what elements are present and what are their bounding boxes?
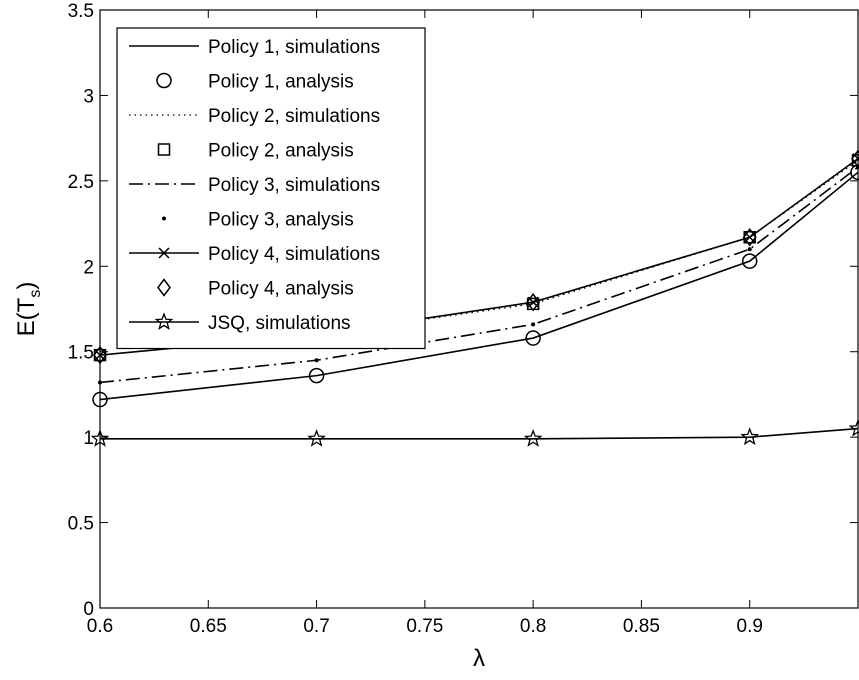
legend-label: Policy 4, simulations (208, 244, 380, 265)
y-tick-label: 1 (83, 428, 94, 449)
x-tick-label: 0.8 (520, 616, 546, 637)
x-tick-label: 0.7 (303, 616, 329, 637)
data-point (315, 358, 319, 362)
y-axis-label-close: ) (13, 282, 40, 290)
y-tick-label: 0.5 (68, 514, 94, 535)
y-tick-label: 2.5 (68, 172, 94, 193)
y-axis-label-subscript: s (27, 290, 44, 298)
x-tick-label: 0.75 (406, 616, 443, 637)
legend-label: Policy 2, simulations (208, 106, 380, 127)
data-point (748, 247, 752, 251)
legend-label: Policy 1, simulations (208, 37, 380, 58)
legend-label: Policy 4, analysis (208, 279, 354, 300)
y-tick-label: 2 (83, 257, 94, 278)
legend-label: Policy 3, simulations (208, 175, 380, 196)
data-point (531, 322, 535, 326)
legend: Policy 1, simulations Policy 1, analysis P… (117, 28, 425, 349)
legend-label: Policy 3, analysis (208, 210, 354, 231)
x-tick-label: 0.85 (623, 616, 660, 637)
legend-marker (162, 217, 166, 221)
x-axis-label: λ (473, 645, 485, 672)
y-tick-label: 3.5 (68, 1, 94, 22)
legend-label: Policy 1, analysis (208, 72, 354, 93)
x-tick-label: 0.65 (190, 616, 227, 637)
legend-label: Policy 2, analysis (208, 141, 354, 162)
y-tick-label: 3 (83, 86, 94, 107)
x-tick-label: 0.9 (737, 616, 763, 637)
y-tick-label: 0 (83, 599, 94, 620)
series-line (100, 429, 858, 439)
legend-label: JSQ, simulations (208, 313, 351, 334)
series-8 (92, 421, 859, 446)
y-axis-label-main: E(T (13, 297, 40, 336)
y-tick-label: 1.5 (68, 343, 94, 364)
y-axis-label: E(Ts) (13, 282, 44, 337)
